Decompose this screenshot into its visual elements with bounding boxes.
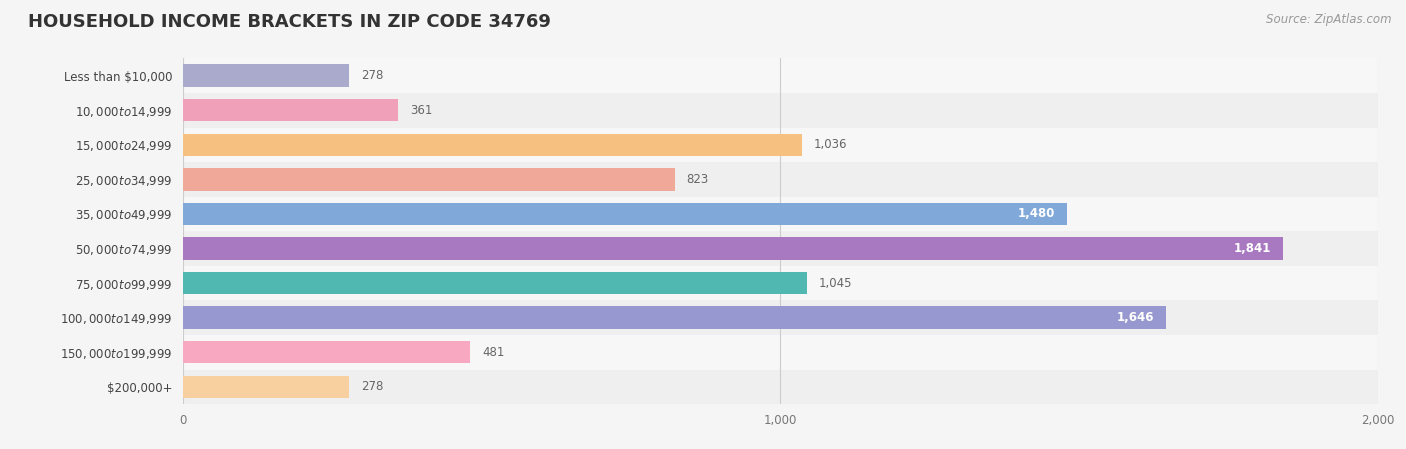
Bar (183, 202, 1067, 225)
Bar (183, 128, 1378, 162)
Bar (183, 272, 807, 295)
Text: 1,045: 1,045 (820, 277, 852, 290)
Text: 1,036: 1,036 (814, 138, 848, 151)
Bar (183, 197, 1378, 231)
Bar (183, 64, 349, 87)
Text: Source: ZipAtlas.com: Source: ZipAtlas.com (1267, 13, 1392, 26)
Bar (183, 300, 1378, 335)
Bar (183, 237, 1282, 260)
Text: 278: 278 (361, 380, 384, 393)
Text: HOUSEHOLD INCOME BRACKETS IN ZIP CODE 34769: HOUSEHOLD INCOME BRACKETS IN ZIP CODE 34… (28, 13, 551, 31)
Text: 1,480: 1,480 (1018, 207, 1054, 220)
Text: 1,646: 1,646 (1116, 311, 1154, 324)
Bar (183, 266, 1378, 300)
Text: 1,841: 1,841 (1233, 242, 1271, 255)
Text: 361: 361 (411, 104, 433, 117)
Bar (183, 231, 1378, 266)
Bar (183, 306, 1167, 329)
Bar (183, 341, 470, 364)
Bar (183, 133, 801, 156)
Bar (183, 370, 1378, 404)
Bar (183, 168, 675, 191)
Text: 481: 481 (482, 346, 505, 359)
Bar (183, 375, 349, 398)
Bar (183, 93, 1378, 128)
Text: 823: 823 (686, 173, 709, 186)
Bar (183, 162, 1378, 197)
Text: 278: 278 (361, 69, 384, 82)
Bar (183, 58, 1378, 93)
Bar (183, 99, 398, 122)
Bar (183, 335, 1378, 370)
